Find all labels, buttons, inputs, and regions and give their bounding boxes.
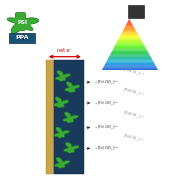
Text: +: + — [19, 33, 25, 43]
Polygon shape — [54, 127, 69, 138]
Bar — [46, 60, 54, 174]
Polygon shape — [124, 28, 135, 29]
Polygon shape — [115, 44, 144, 45]
Polygon shape — [114, 46, 145, 47]
Polygon shape — [111, 52, 148, 53]
Polygon shape — [54, 157, 70, 168]
Polygon shape — [109, 56, 151, 57]
Text: $\bullet$ $[Fe(CN)_6]^{3-}$: $\bullet$ $[Fe(CN)_6]^{3-}$ — [94, 144, 120, 152]
Polygon shape — [123, 29, 135, 30]
Text: PPA: PPA — [15, 36, 29, 40]
Polygon shape — [110, 54, 149, 55]
Bar — [54, 60, 84, 174]
Text: PSI: PSI — [17, 20, 27, 25]
Polygon shape — [65, 82, 80, 93]
Polygon shape — [108, 57, 151, 58]
Text: net e⁻: net e⁻ — [57, 48, 72, 53]
Polygon shape — [119, 37, 140, 38]
Polygon shape — [112, 50, 148, 51]
Polygon shape — [115, 45, 145, 46]
Text: $\bullet$ $[Fe(CN)_6]^{3-}$: $\bullet$ $[Fe(CN)_6]^{3-}$ — [94, 78, 120, 86]
Polygon shape — [113, 49, 147, 50]
Polygon shape — [119, 38, 140, 39]
Text: $\bullet$ $[Fe(CN)_6]^{3-}$: $\bullet$ $[Fe(CN)_6]^{3-}$ — [94, 99, 120, 107]
Polygon shape — [112, 51, 148, 52]
Polygon shape — [111, 53, 149, 54]
Polygon shape — [55, 70, 71, 81]
Polygon shape — [121, 34, 138, 35]
Polygon shape — [103, 68, 158, 69]
Polygon shape — [122, 32, 137, 33]
Polygon shape — [129, 19, 130, 20]
Polygon shape — [123, 30, 136, 31]
Polygon shape — [106, 62, 154, 63]
Polygon shape — [126, 25, 133, 26]
Polygon shape — [113, 48, 146, 49]
Text: $\bullet$ $[Fe(CN)_6]^{3-}$: $\bullet$ $[Fe(CN)_6]^{3-}$ — [94, 124, 120, 132]
Polygon shape — [104, 66, 156, 67]
Polygon shape — [122, 31, 137, 32]
FancyBboxPatch shape — [9, 33, 35, 43]
Polygon shape — [127, 22, 132, 23]
Polygon shape — [116, 43, 144, 44]
Polygon shape — [116, 42, 143, 43]
Polygon shape — [118, 39, 141, 40]
Polygon shape — [120, 35, 139, 36]
Polygon shape — [104, 65, 156, 66]
Text: $[Fe(CN)_6]^{4-}$: $[Fe(CN)_6]^{4-}$ — [122, 86, 146, 99]
Text: $[Fe(CN)_6]^{4-}$: $[Fe(CN)_6]^{4-}$ — [122, 131, 146, 145]
Polygon shape — [63, 112, 78, 123]
Polygon shape — [110, 55, 150, 56]
Text: $[Fe(CN)_6]^{4-}$: $[Fe(CN)_6]^{4-}$ — [122, 109, 146, 122]
Polygon shape — [124, 27, 134, 28]
Polygon shape — [125, 26, 134, 27]
Polygon shape — [127, 21, 131, 22]
FancyBboxPatch shape — [128, 5, 144, 18]
Polygon shape — [121, 33, 138, 34]
Polygon shape — [105, 64, 155, 65]
Polygon shape — [120, 36, 139, 37]
Polygon shape — [117, 41, 142, 42]
Polygon shape — [103, 67, 157, 68]
Polygon shape — [102, 69, 158, 70]
Polygon shape — [64, 142, 79, 153]
Polygon shape — [108, 58, 152, 59]
Polygon shape — [106, 61, 154, 62]
Polygon shape — [114, 47, 146, 48]
Polygon shape — [7, 12, 39, 33]
Polygon shape — [128, 20, 130, 21]
Polygon shape — [117, 40, 142, 41]
Polygon shape — [54, 97, 69, 108]
Text: $[Fe(CN)_6]^{4-}$: $[Fe(CN)_6]^{4-}$ — [122, 65, 146, 78]
Polygon shape — [126, 23, 132, 24]
Polygon shape — [126, 24, 133, 25]
Polygon shape — [107, 60, 153, 61]
Polygon shape — [107, 59, 152, 60]
Polygon shape — [105, 63, 155, 64]
